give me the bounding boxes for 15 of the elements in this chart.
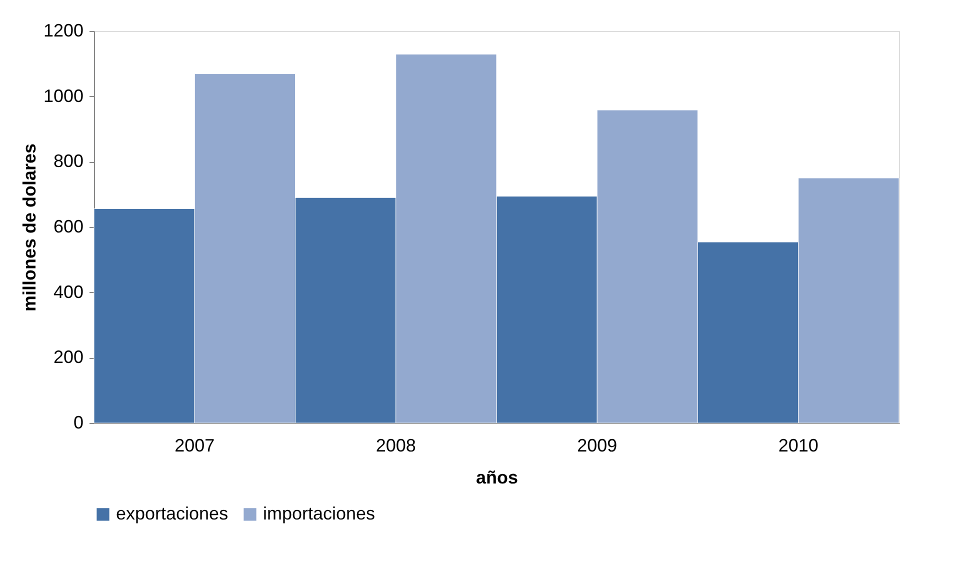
y-tick-label: 0 [73,412,84,432]
legend-label: importaciones [263,503,376,524]
x-tick-label: 2007 [174,436,215,456]
y-tick-label: 400 [53,282,84,302]
x-axis-title: años [476,468,518,488]
x-tick-label: 2010 [778,436,818,456]
y-tick-label: 1200 [43,20,84,40]
x-tick-label: 2008 [376,436,416,456]
x-tick-label: 2009 [577,436,618,456]
y-axis-title: millones de dolares [19,143,40,312]
y-tick-label: 1000 [43,86,84,106]
y-tick-label: 800 [53,151,84,172]
legend-label: exportaciones [116,503,228,524]
y-tick-label: 600 [53,216,84,236]
y-tick-label: 200 [53,347,84,368]
